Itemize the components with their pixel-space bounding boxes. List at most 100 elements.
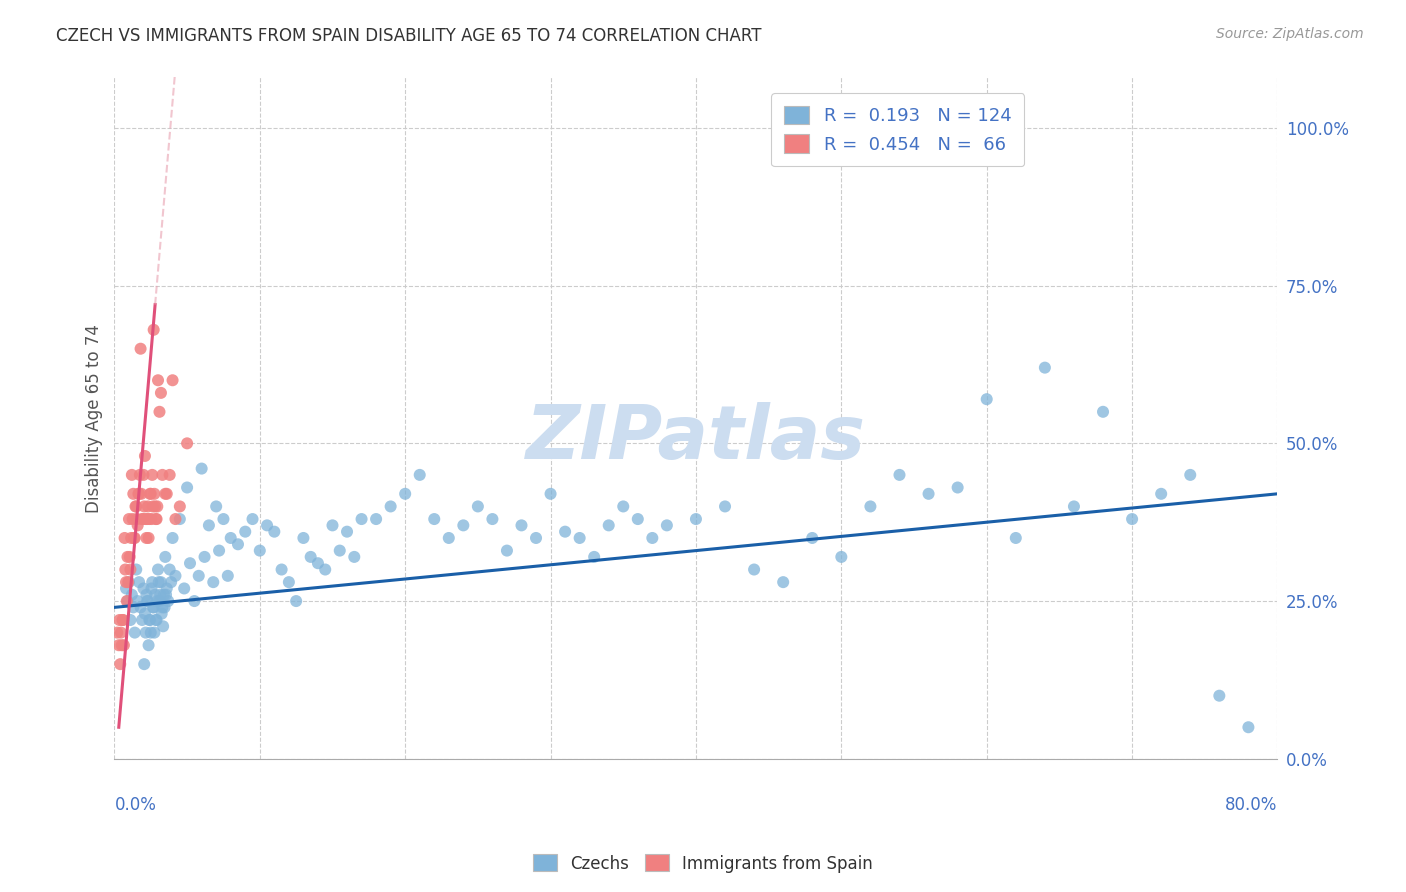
Point — [150, 600, 173, 615]
Point — [190, 461, 212, 475]
Point — [976, 392, 998, 407]
Point — [120, 531, 142, 545]
Text: ZIPatlas: ZIPatlas — [526, 402, 866, 475]
Point — [292, 531, 315, 545]
Point — [159, 562, 181, 576]
Point — [176, 436, 198, 450]
Point — [141, 512, 163, 526]
Point — [105, 625, 128, 640]
Point — [160, 575, 183, 590]
Point — [153, 600, 176, 615]
Point — [212, 512, 235, 526]
Point — [146, 594, 169, 608]
Point — [142, 600, 165, 615]
Point — [156, 487, 179, 501]
Point — [249, 543, 271, 558]
Point — [148, 405, 170, 419]
Point — [155, 588, 177, 602]
Point — [145, 512, 167, 526]
Text: 0.0%: 0.0% — [114, 797, 156, 814]
Point — [772, 575, 794, 590]
Point — [193, 549, 215, 564]
Point — [143, 625, 166, 640]
Point — [134, 500, 156, 514]
Point — [120, 562, 142, 576]
Point — [152, 619, 174, 633]
Point — [118, 575, 141, 590]
Point — [314, 562, 336, 576]
Point — [583, 549, 606, 564]
Point — [423, 512, 446, 526]
Point — [128, 487, 150, 501]
Point — [139, 487, 162, 501]
Point — [115, 594, 138, 608]
Point — [125, 512, 148, 526]
Point — [173, 582, 195, 596]
Point — [131, 512, 153, 526]
Point — [132, 467, 155, 482]
Point — [187, 569, 209, 583]
Point — [169, 500, 191, 514]
Point — [142, 500, 165, 514]
Point — [118, 512, 141, 526]
Point — [198, 518, 221, 533]
Point — [134, 607, 156, 621]
Point — [350, 512, 373, 526]
Point — [128, 575, 150, 590]
Point — [343, 549, 366, 564]
Point — [641, 531, 664, 545]
Point — [115, 582, 138, 596]
Point — [226, 537, 249, 551]
Legend: Czechs, Immigrants from Spain: Czechs, Immigrants from Spain — [526, 847, 880, 880]
Point — [111, 638, 134, 652]
Point — [139, 487, 162, 501]
Point — [233, 524, 256, 539]
Point — [148, 594, 170, 608]
Point — [112, 613, 135, 627]
Point — [139, 613, 162, 627]
Point — [118, 549, 141, 564]
Point — [143, 500, 166, 514]
Point — [125, 562, 148, 576]
Point — [135, 588, 157, 602]
Point — [143, 487, 166, 501]
Point — [136, 594, 159, 608]
Point — [149, 385, 172, 400]
Point — [364, 512, 387, 526]
Point — [685, 512, 707, 526]
Point — [219, 531, 242, 545]
Point — [141, 575, 163, 590]
Text: 80.0%: 80.0% — [1225, 797, 1278, 814]
Point — [117, 575, 139, 590]
Point — [127, 487, 149, 501]
Point — [138, 531, 160, 545]
Point — [169, 512, 191, 526]
Point — [380, 500, 402, 514]
Point — [122, 600, 145, 615]
Point — [112, 638, 135, 652]
Point — [285, 594, 308, 608]
Point — [125, 500, 148, 514]
Legend: R =  0.193   N = 124, R =  0.454   N =  66: R = 0.193 N = 124, R = 0.454 N = 66 — [772, 94, 1024, 166]
Point — [129, 342, 152, 356]
Point — [135, 531, 157, 545]
Point — [107, 638, 129, 652]
Point — [299, 549, 322, 564]
Point — [122, 531, 145, 545]
Point — [467, 500, 489, 514]
Point — [132, 582, 155, 596]
Point — [128, 467, 150, 482]
Point — [146, 373, 169, 387]
Point — [115, 575, 138, 590]
Point — [453, 518, 475, 533]
Point — [146, 500, 169, 514]
Point — [129, 600, 152, 615]
Point — [627, 512, 650, 526]
Point — [150, 607, 173, 621]
Point — [1121, 512, 1143, 526]
Point — [124, 531, 146, 545]
Point — [205, 500, 228, 514]
Point — [568, 531, 591, 545]
Point — [1063, 500, 1085, 514]
Point — [1092, 405, 1115, 419]
